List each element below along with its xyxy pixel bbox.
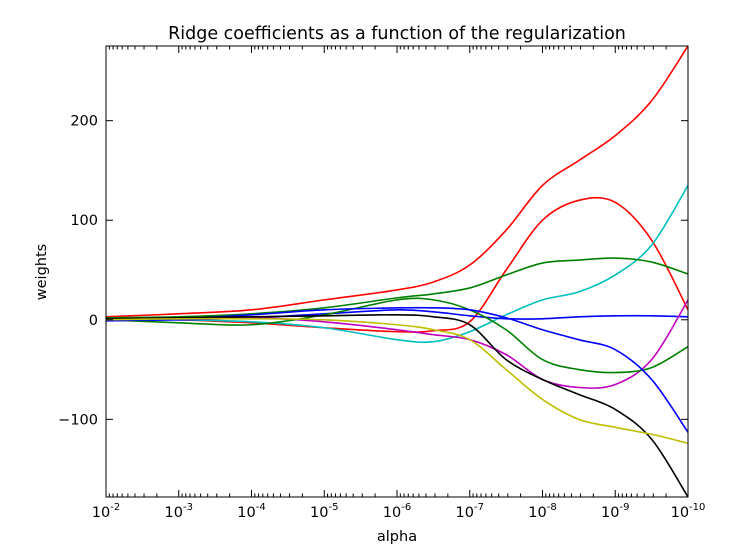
x-tick-label: 10-5 (310, 502, 338, 521)
x-tick-exponent: -9 (619, 502, 629, 513)
x-tick-base: 10 (528, 505, 546, 521)
x-tick-label: 10-6 (383, 502, 411, 521)
x-tick-exponent: -4 (256, 502, 266, 513)
series-line-coef-black (106, 313, 688, 497)
series-line-coef-red-peak (106, 196, 688, 333)
x-axis-label: alpha (377, 529, 417, 545)
series-line-coef-blue-lower (106, 306, 688, 434)
series-line-coef-green-upper (106, 257, 688, 319)
x-tick-label: 10-7 (456, 502, 484, 521)
y-tick-label: −100 (58, 412, 98, 428)
y-tick-label: 0 (89, 313, 98, 329)
series-line-coef-green-lower (106, 297, 688, 374)
x-tick-base: 10 (383, 505, 401, 521)
y-tick-label: 200 (70, 114, 98, 130)
y-axis-label: weights (34, 244, 50, 300)
series-group (106, 46, 688, 497)
x-tick-label: 10-3 (165, 502, 193, 521)
x-tick-base: 10 (165, 505, 183, 521)
x-tick-label: 10-10 (671, 502, 706, 521)
series-line-coef-red-top (106, 46, 688, 318)
x-tick-exponent: -2 (110, 502, 120, 513)
x-axis: 10-2 10-3 10-4 10-5 10-6 10-7 10-8 10-9 10-10 (92, 46, 706, 521)
x-tick-label: 10-9 (601, 502, 629, 521)
x-tick-exponent: -10 (689, 502, 705, 513)
x-tick-base: 10 (456, 505, 474, 521)
series-line-coef-cyan (106, 184, 688, 344)
series-line-coef-yellow (106, 317, 688, 445)
x-tick-label: 10-8 (528, 502, 556, 521)
x-tick-base: 10 (92, 505, 110, 521)
y-tick-label: 100 (70, 213, 98, 229)
x-tick-base: 10 (310, 505, 328, 521)
x-tick-base: 10 (237, 505, 255, 521)
x-tick-exponent: -5 (328, 502, 338, 513)
x-tick-label: 10-2 (92, 502, 120, 521)
x-tick-label: 10-4 (237, 502, 265, 521)
x-tick-exponent: -7 (474, 502, 484, 513)
x-tick-base: 10 (671, 505, 689, 521)
x-tick-exponent: -8 (547, 502, 557, 513)
x-tick-exponent: -6 (401, 502, 411, 513)
x-tick-base: 10 (601, 505, 619, 521)
x-tick-exponent: -3 (183, 502, 193, 513)
y-axis: 200 100 0 −100 (58, 114, 688, 428)
chart-title: Ridge coefficients as a function of the … (168, 24, 626, 44)
